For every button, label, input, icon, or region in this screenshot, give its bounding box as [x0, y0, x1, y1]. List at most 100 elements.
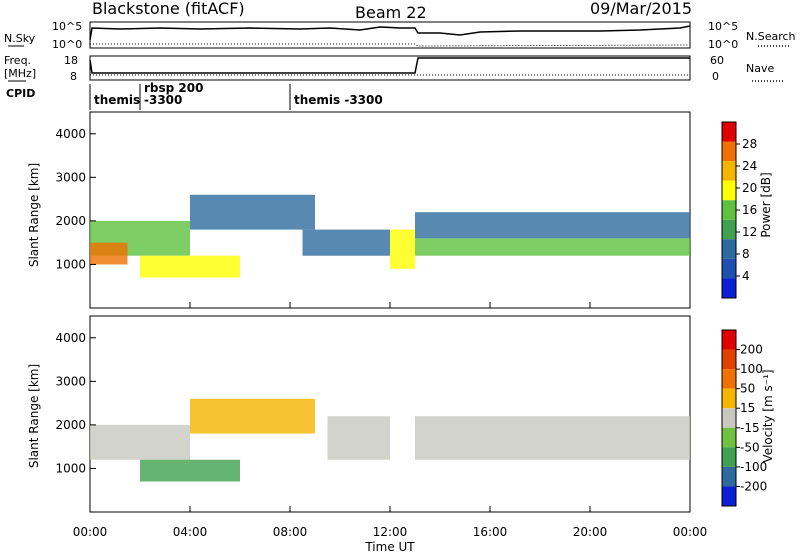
cpid-label: CPID — [6, 87, 35, 100]
velocity-colorbar-swatch-1 — [722, 349, 736, 370]
x-axis-label: Time UT — [364, 540, 415, 554]
noise-right-label: N.Search — [746, 30, 796, 43]
power-band-3 — [190, 194, 315, 230]
power-colorbar-tick-label-2: 12 — [742, 225, 757, 239]
freq-right-tick-bottom: 0 — [712, 70, 719, 83]
x-tick-label-4: 16:00 — [473, 525, 508, 539]
power-colorbar-tick-label-5: 24 — [742, 159, 757, 173]
power-colorbar-label: Power [dB] — [759, 172, 773, 237]
power-colorbar-tick-label-0: 4 — [742, 269, 750, 283]
cpid-segment-2-line2: -3300 — [144, 93, 182, 107]
velocity-colorbar-tick-label-3: 15 — [740, 401, 755, 415]
power-colorbar-swatch-7 — [722, 258, 736, 279]
velocity-band-2 — [190, 398, 315, 434]
cpid-segment-2-line1: rbsp 200 — [144, 81, 203, 95]
velocity-colorbar-swatch-3 — [722, 388, 736, 409]
power-plot-frame — [89, 111, 691, 309]
velocity-colorbar-tick-label-7: -200 — [740, 479, 767, 493]
noise-left-label: N.Sky — [4, 32, 36, 45]
velocity-colorbar-swatch-2 — [722, 369, 736, 389]
velocity-colorbar-swatch-4 — [722, 408, 736, 428]
velocity-colorbar-tick-label-6: -100 — [740, 460, 767, 474]
power-band-5 — [390, 229, 415, 269]
power-colorbar-tick-label-6: 28 — [742, 137, 757, 151]
velocity-ytick-label-3: 4000 — [55, 331, 86, 345]
date-label: 09/Mar/2015 — [590, 0, 692, 18]
velocity-colorbar-frame — [721, 329, 737, 507]
power-ylabel: Slant Range [km] — [27, 163, 41, 267]
velocity-colorbar: 200 100 50 15 -15 -50 -100 -200 — [721, 329, 767, 507]
velocity-ytick-label-2: 3000 — [55, 374, 86, 388]
freq-right-label: Nave — [746, 62, 774, 75]
noise-panel: N.Sky 10^5 10^0 10^5 10^0 N.Search — [4, 20, 796, 51]
power-colorbar-tick-label-1: 8 — [742, 247, 750, 261]
velocity-ytick-label-1: 2000 — [55, 418, 86, 432]
freq-left-tick-bottom: 8 — [70, 70, 77, 83]
freq-line — [89, 57, 690, 74]
power-colorbar-swatch-8 — [722, 278, 736, 298]
x-tick-label-2: 08:00 — [273, 525, 308, 539]
cpid-row: CPID themis rbsp 200 -3300 themis -3300 — [6, 81, 383, 110]
power-colorbar-swatch-3 — [722, 180, 736, 201]
velocity-colorbar-tick-label-5: -50 — [740, 440, 760, 454]
noise-search-line — [90, 43, 691, 47]
frequency-panel: Freq. [MHz] 18 8 60 0 Nave — [4, 54, 784, 83]
power-colorbar-swatch-6 — [722, 239, 736, 259]
noise-left-tick-top: 10^5 — [52, 20, 82, 33]
velocity-colorbar-tick-label-1: 100 — [740, 362, 763, 376]
velocity-colorbar-swatch-7 — [722, 466, 736, 487]
velocity-band-0 — [90, 424, 190, 460]
velocity-ylabel: Slant Range [km] — [27, 364, 41, 468]
power-colorbar-swatch-2 — [722, 161, 736, 181]
x-tick-label-3: 12:00 — [373, 525, 408, 539]
power-colorbar: 4 8 12 16 20 24 28 — [721, 121, 757, 299]
power-band-1 — [90, 242, 128, 265]
velocity-band-4 — [415, 416, 690, 460]
noise-left-tick-bottom: 10^0 — [52, 38, 82, 51]
velocity-colorbar-tick-label-0: 200 — [740, 343, 763, 357]
power-colorbar-tick-label-3: 16 — [742, 203, 757, 217]
power-colorbar-swatch-0 — [722, 122, 736, 142]
power-ytick-label-3: 4000 — [55, 127, 86, 141]
power-band-4 — [302, 229, 390, 256]
x-tick-label-1: 04:00 — [173, 525, 208, 539]
freq-right-tick-top: 60 — [710, 54, 724, 67]
power-colorbar-swatch-5 — [722, 219, 736, 240]
power-colorbar-swatch-1 — [722, 141, 736, 162]
velocity-ytick-label-0: 1000 — [55, 461, 86, 475]
power-band-7 — [415, 212, 690, 239]
power-ytick-label-2: 3000 — [55, 170, 86, 184]
noise-right-tick-top: 10^5 — [708, 20, 738, 33]
x-tick-label-5: 20:00 — [573, 525, 608, 539]
velocity-band-3 — [327, 416, 390, 460]
freq-left-tick-top: 18 — [64, 54, 78, 67]
freq-left-label-2: [MHz] — [4, 67, 36, 80]
noise-right-tick-bottom: 10^0 — [708, 38, 738, 51]
x-tick-label-6: 00:00 — [673, 525, 708, 539]
power-panel: 1000 2000 3000 4000 Slant Range [km] — [27, 111, 691, 309]
velocity-plot-frame — [89, 315, 691, 513]
cpid-segment-1: themis — [94, 93, 140, 107]
velocity-colorbar-swatch-8 — [722, 486, 736, 506]
velocity-colorbar-tick-label-2: 50 — [740, 382, 755, 396]
power-ytick-label-1: 2000 — [55, 214, 86, 228]
beam-label: Beam 22 — [355, 3, 427, 22]
velocity-colorbar-swatch-0 — [722, 330, 736, 350]
freq-left-label-1: Freq. — [4, 54, 31, 67]
power-band-2 — [140, 255, 240, 278]
velocity-colorbar-tick-label-4: -15 — [740, 421, 760, 435]
station-title: Blackstone (fitACF) — [92, 0, 245, 18]
x-axis: 00:00 04:00 08:00 12:00 16:00 20:00 00:00 — [73, 525, 708, 539]
velocity-colorbar-swatch-6 — [722, 447, 736, 467]
x-tick-label-0: 00:00 — [73, 525, 108, 539]
velocity-colorbar-swatch-5 — [722, 427, 736, 448]
cpid-segment-3: themis -3300 — [294, 93, 383, 107]
velocity-colorbar-label: Velocity [m s⁻¹] — [761, 369, 775, 462]
power-ytick-label-0: 1000 — [55, 257, 86, 271]
power-colorbar-tick-label-4: 20 — [742, 181, 757, 195]
velocity-band-1 — [140, 459, 240, 482]
power-band-6 — [415, 238, 690, 256]
noise-sky-line — [89, 25, 691, 41]
power-colorbar-swatch-4 — [722, 200, 736, 220]
